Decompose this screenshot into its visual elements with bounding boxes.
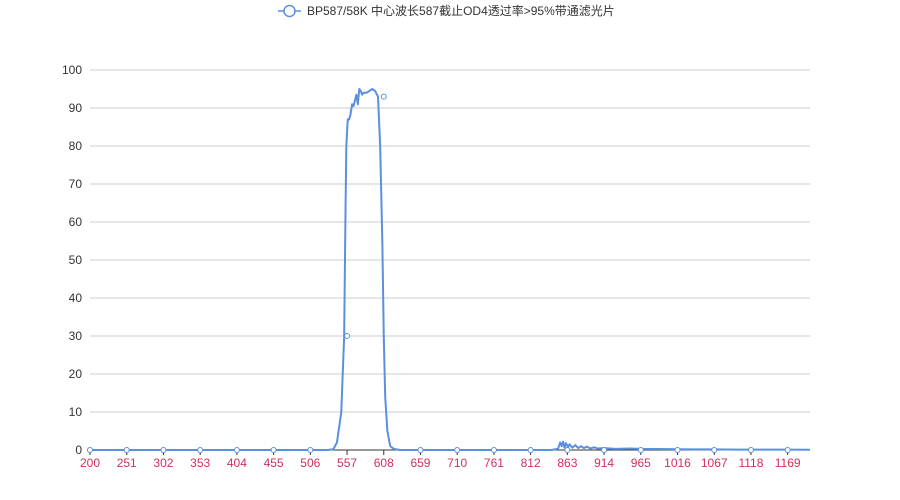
- x-tick-label: 200: [80, 456, 100, 470]
- x-tick-label: 1067: [701, 456, 728, 470]
- x-axis-tick-labels: 200 251 302 353 404 455 506 557 608 659 710 761 812 8…: [80, 456, 801, 470]
- x-tick-label: 404: [227, 456, 247, 470]
- x-tick-label: 353: [190, 456, 210, 470]
- y-tick-label: 60: [69, 215, 83, 229]
- data-point[interactable]: [197, 447, 204, 453]
- x-tick-label: 812: [521, 456, 541, 470]
- x-tick-label: 302: [153, 456, 173, 470]
- y-tick-label: 40: [69, 291, 83, 305]
- data-point[interactable]: [454, 447, 461, 453]
- data-point[interactable]: [270, 447, 277, 453]
- data-point[interactable]: [674, 447, 681, 453]
- x-tick-label: 761: [484, 456, 504, 470]
- y-tick-label: 70: [69, 177, 83, 191]
- data-point[interactable]: [87, 447, 93, 453]
- y-tick-label: 80: [69, 139, 83, 153]
- x-tick-label: 659: [410, 456, 430, 470]
- series: [87, 88, 811, 453]
- x-tick-label: 251: [117, 456, 137, 470]
- y-tick-label: 30: [69, 329, 83, 343]
- x-tick-label: 965: [631, 456, 651, 470]
- y-tick-label: 90: [69, 101, 83, 115]
- legend-label: BP587/58K 中心波长587截止OD4透过率>95%带通滤光片: [307, 3, 615, 18]
- data-point[interactable]: [307, 447, 314, 453]
- data-point[interactable]: [784, 447, 791, 453]
- data-point[interactable]: [160, 447, 167, 453]
- data-point[interactable]: [527, 447, 534, 453]
- x-tick-label: 455: [264, 456, 284, 470]
- legend-symbol-icon: [283, 4, 296, 18]
- y-tick-label: 50: [69, 253, 83, 267]
- y-tick-label: 100: [62, 63, 82, 77]
- series-line[interactable]: [90, 88, 811, 451]
- x-tick-label: 608: [374, 456, 394, 470]
- data-point[interactable]: [747, 447, 754, 453]
- y-axis-tick-labels: 0 10 20 30 40 50 60 70 80 90 100: [62, 63, 82, 457]
- x-tick-label: 914: [594, 456, 614, 470]
- x-tick-label: 710: [447, 456, 467, 470]
- x-tick-label: 557: [337, 456, 357, 470]
- data-point[interactable]: [233, 447, 240, 453]
- y-tick-label: 0: [75, 443, 82, 457]
- grid-lines: [90, 69, 810, 413]
- x-tick-label: 506: [300, 456, 320, 470]
- data-point[interactable]: [380, 93, 387, 100]
- x-tick-label: 863: [557, 456, 577, 470]
- data-point[interactable]: [564, 447, 571, 453]
- x-tick-label: 1118: [738, 456, 763, 470]
- data-point[interactable]: [490, 447, 497, 453]
- x-tick-label: 1016: [664, 456, 691, 470]
- data-point[interactable]: [637, 447, 644, 453]
- x-tick-label: 1169: [775, 456, 801, 470]
- y-tick-label: 20: [69, 367, 83, 381]
- data-point[interactable]: [123, 447, 130, 453]
- y-tick-label: 10: [69, 405, 83, 419]
- data-point[interactable]: [344, 333, 351, 339]
- data-point[interactable]: [417, 447, 424, 453]
- data-point[interactable]: [711, 447, 718, 453]
- legend[interactable]: BP587/58K 中心波长587截止OD4透过率>95%带通滤光片: [278, 3, 615, 18]
- data-point[interactable]: [601, 447, 608, 453]
